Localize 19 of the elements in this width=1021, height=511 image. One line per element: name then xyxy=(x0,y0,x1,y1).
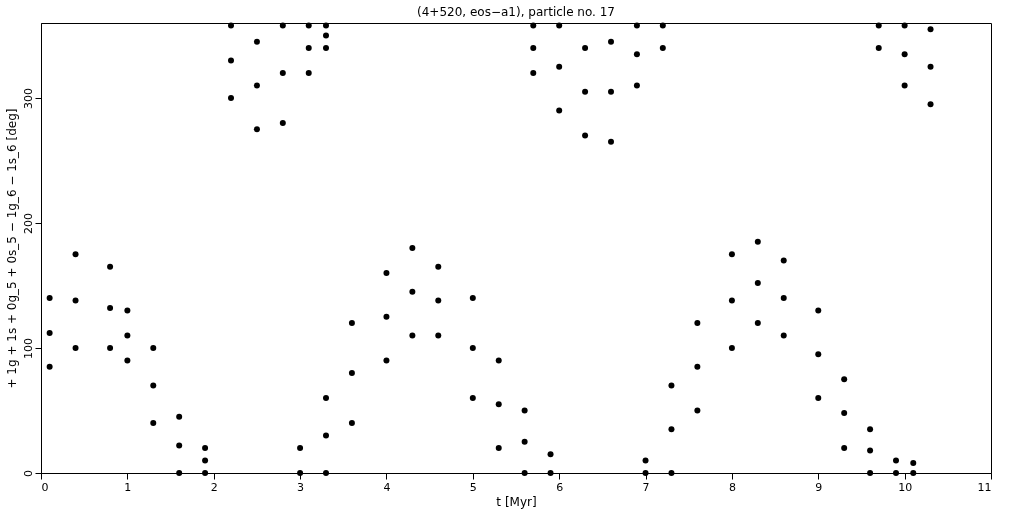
x-tick-label: 7 xyxy=(642,480,650,494)
y-tick-label: 100 xyxy=(21,338,35,359)
y-axis-title: + 1g + 1s + 0g_5 + 0s_5 − 1g_6 − 1s_6 [deg] xyxy=(4,108,19,389)
x-tick-label: 9 xyxy=(815,480,823,494)
x-tick-label: 1 xyxy=(124,480,132,494)
x-tick-label: 3 xyxy=(297,480,305,494)
x-tick-label: 0 xyxy=(41,480,49,494)
x-axis-title: t [Myr] xyxy=(496,494,537,509)
chart-title: (4+520, eos−a1), particle no. 17 xyxy=(417,4,615,19)
x-tick-label: 5 xyxy=(469,480,477,494)
x-tick-label: 2 xyxy=(210,480,218,494)
y-tick-label: 0 xyxy=(21,470,35,477)
y-tick-label: 200 xyxy=(21,213,35,234)
x-tick-label: 4 xyxy=(383,480,391,494)
x-tick-label: 6 xyxy=(556,480,564,494)
y-tick-label: 300 xyxy=(21,88,35,109)
x-tick-label: 8 xyxy=(728,480,736,494)
x-tick-label: 11 xyxy=(977,480,992,494)
x-tick-label: 10 xyxy=(898,480,913,494)
